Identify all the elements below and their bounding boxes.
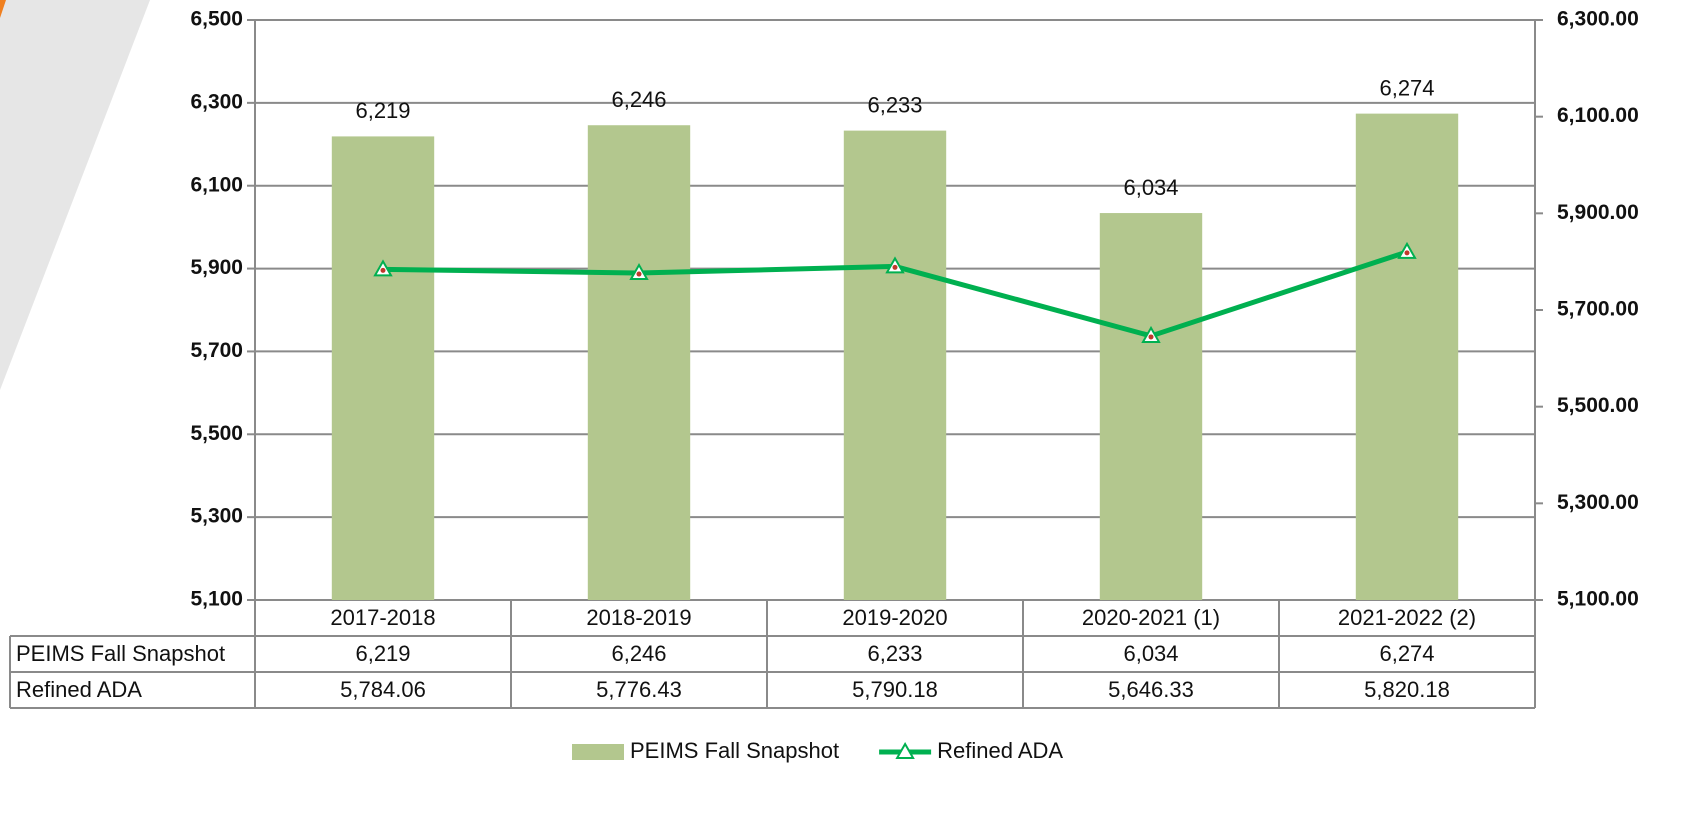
x-tick-label: 2021-2022 (2) <box>1338 605 1476 630</box>
table-cell: 5,646.33 <box>1108 677 1194 702</box>
decor-accent <box>0 0 6 18</box>
y2-tick-label: 5,300.00 <box>1557 491 1639 514</box>
marker-dot <box>1404 250 1410 256</box>
bar-value-label: 6,274 <box>1379 75 1434 100</box>
legend-label: Refined ADA <box>937 738 1063 763</box>
bar <box>1355 113 1459 600</box>
y2-tick-label: 6,100.00 <box>1557 104 1639 127</box>
y-tick-label: 6,100 <box>190 173 243 196</box>
marker-dot <box>380 267 386 273</box>
table-cell: 6,233 <box>867 641 922 666</box>
table-cell: 5,776.43 <box>596 677 682 702</box>
legend-label: PEIMS Fall Snapshot <box>630 738 839 763</box>
x-tick-label: 2019-2020 <box>842 605 947 630</box>
marker-dot <box>1148 334 1154 340</box>
decor-shape <box>0 0 150 390</box>
bar-value-label: 6,246 <box>611 87 666 112</box>
table-cell: 6,274 <box>1379 641 1434 666</box>
y2-tick-label: 5,700.00 <box>1557 298 1639 321</box>
x-tick-label: 2018-2019 <box>586 605 691 630</box>
y-tick-label: 6,300 <box>190 90 243 113</box>
y2-tick-label: 5,500.00 <box>1557 394 1639 417</box>
bar-value-label: 6,233 <box>867 92 922 117</box>
y-tick-label: 5,100 <box>190 588 243 611</box>
y-tick-label: 6,500 <box>190 8 243 31</box>
table-cell: 6,219 <box>355 641 410 666</box>
x-tick-label: 2017-2018 <box>330 605 435 630</box>
y2-tick-label: 6,300.00 <box>1557 8 1639 31</box>
table-cell: 6,034 <box>1123 641 1178 666</box>
table-cell: 6,246 <box>611 641 666 666</box>
x-tick-label: 2020-2021 (1) <box>1082 605 1220 630</box>
bar <box>1099 213 1203 601</box>
legend-swatch <box>572 744 624 760</box>
bar <box>587 125 691 600</box>
table-cell: 5,790.18 <box>852 677 938 702</box>
table-row-header: PEIMS Fall Snapshot <box>16 641 225 666</box>
bar-value-label: 6,219 <box>355 98 410 123</box>
bar <box>843 130 947 600</box>
bar <box>331 136 435 600</box>
marker-dot <box>892 264 898 270</box>
table-cell: 5,820.18 <box>1364 677 1450 702</box>
y2-tick-label: 5,900.00 <box>1557 201 1639 224</box>
table-row-header: Refined ADA <box>16 677 142 702</box>
y-tick-label: 5,300 <box>190 505 243 528</box>
table-cell: 5,784.06 <box>340 677 426 702</box>
marker-dot <box>636 271 642 277</box>
bar-value-label: 6,034 <box>1123 175 1178 200</box>
y-tick-label: 5,700 <box>190 339 243 362</box>
y2-tick-label: 5,100.00 <box>1557 588 1639 611</box>
legend-marker <box>895 741 915 759</box>
y-tick-label: 5,900 <box>190 256 243 279</box>
y-tick-label: 5,500 <box>190 422 243 445</box>
